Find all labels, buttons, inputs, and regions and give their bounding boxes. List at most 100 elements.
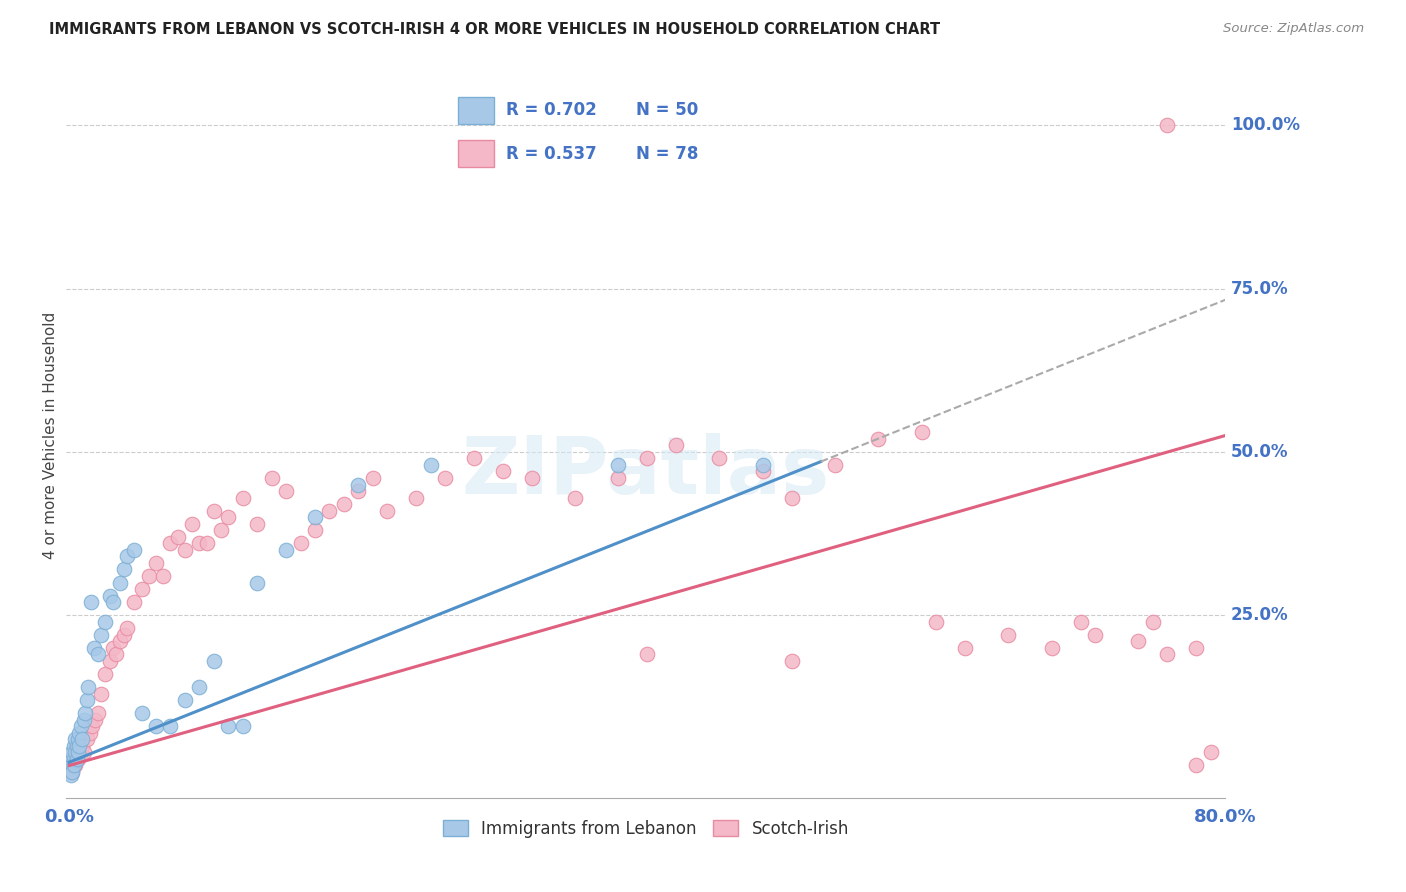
Text: 75.0%: 75.0% xyxy=(1232,279,1288,298)
Point xyxy=(98,654,121,668)
Point xyxy=(333,497,356,511)
Point xyxy=(665,438,688,452)
Point xyxy=(115,621,138,635)
Point xyxy=(90,687,112,701)
Point xyxy=(997,628,1019,642)
Point xyxy=(62,758,84,772)
Point xyxy=(80,595,103,609)
Point xyxy=(318,504,340,518)
Point xyxy=(159,719,181,733)
Point xyxy=(202,654,225,668)
Point xyxy=(72,739,94,753)
Point xyxy=(636,648,658,662)
Point xyxy=(232,719,254,733)
Point xyxy=(101,640,124,655)
Point xyxy=(73,713,96,727)
Point xyxy=(166,530,188,544)
Point xyxy=(202,504,225,518)
Point xyxy=(195,536,218,550)
Point xyxy=(492,465,515,479)
Point xyxy=(69,739,91,753)
Point xyxy=(607,471,630,485)
Point xyxy=(145,556,167,570)
Point xyxy=(94,667,117,681)
Point xyxy=(304,523,326,537)
Point xyxy=(77,680,100,694)
Point xyxy=(911,425,934,440)
Point xyxy=(304,510,326,524)
Point xyxy=(108,634,131,648)
Text: Source: ZipAtlas.com: Source: ZipAtlas.com xyxy=(1223,22,1364,36)
Point xyxy=(131,706,153,721)
Point xyxy=(82,719,104,733)
Point xyxy=(145,719,167,733)
Point xyxy=(62,739,84,753)
Point xyxy=(520,471,543,485)
Point xyxy=(925,615,948,629)
Text: 25.0%: 25.0% xyxy=(1232,607,1288,624)
Point xyxy=(73,746,96,760)
Point xyxy=(433,471,456,485)
Point xyxy=(66,752,89,766)
Point xyxy=(104,648,127,662)
Point xyxy=(752,465,775,479)
Point xyxy=(59,758,82,772)
Point xyxy=(98,589,121,603)
Point xyxy=(274,542,297,557)
Point xyxy=(174,693,197,707)
Point xyxy=(66,732,89,747)
Point xyxy=(69,746,91,760)
Point xyxy=(65,739,87,753)
Text: ZIPatlas: ZIPatlas xyxy=(461,433,830,511)
Point xyxy=(84,713,107,727)
Point xyxy=(824,458,846,472)
Point xyxy=(62,758,84,772)
Point xyxy=(709,451,731,466)
Point xyxy=(59,764,82,779)
Point xyxy=(59,768,82,782)
Point xyxy=(87,648,110,662)
Point xyxy=(246,516,269,531)
Point xyxy=(1185,758,1208,772)
Point xyxy=(246,575,269,590)
Point xyxy=(1070,615,1092,629)
Point xyxy=(780,491,803,505)
Point xyxy=(59,752,82,766)
Point xyxy=(290,536,312,550)
Point xyxy=(60,764,83,779)
Point xyxy=(347,484,370,499)
Point xyxy=(60,764,83,779)
Point xyxy=(76,732,98,747)
Point xyxy=(76,693,98,707)
Point xyxy=(405,491,427,505)
Point xyxy=(70,719,93,733)
Point xyxy=(63,732,86,747)
Point xyxy=(152,569,174,583)
Text: IMMIGRANTS FROM LEBANON VS SCOTCH-IRISH 4 OR MORE VEHICLES IN HOUSEHOLD CORRELAT: IMMIGRANTS FROM LEBANON VS SCOTCH-IRISH … xyxy=(49,22,941,37)
Point xyxy=(1128,634,1150,648)
Point xyxy=(174,542,197,557)
Point xyxy=(65,752,87,766)
Point xyxy=(72,732,94,747)
Point xyxy=(375,504,398,518)
Point xyxy=(780,654,803,668)
Point xyxy=(83,640,105,655)
Point xyxy=(101,595,124,609)
Point xyxy=(752,458,775,472)
Point xyxy=(217,719,239,733)
Point xyxy=(65,752,87,766)
Point xyxy=(361,471,384,485)
Point xyxy=(112,628,135,642)
Point xyxy=(59,764,82,779)
Point xyxy=(1156,118,1178,132)
Point xyxy=(112,562,135,576)
Point xyxy=(217,510,239,524)
Point xyxy=(636,451,658,466)
Point xyxy=(90,628,112,642)
Point xyxy=(66,746,89,760)
Point xyxy=(87,706,110,721)
Point xyxy=(1185,640,1208,655)
Point xyxy=(159,536,181,550)
Point xyxy=(1142,615,1164,629)
Point xyxy=(79,726,101,740)
